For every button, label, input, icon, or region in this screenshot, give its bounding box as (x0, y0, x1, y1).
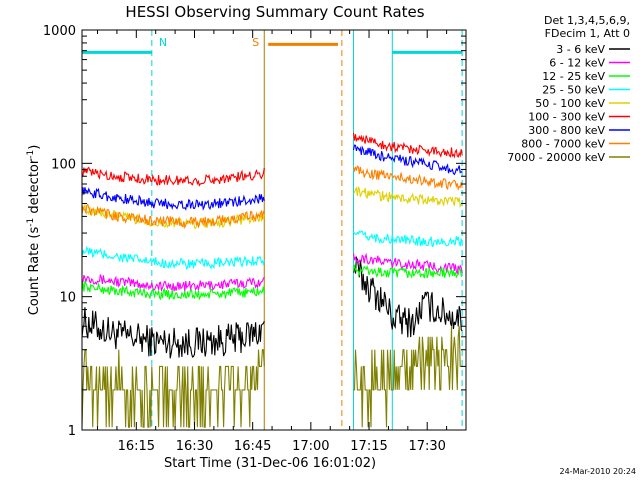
plot-frame (81, 29, 467, 431)
legend-entry-label: 12 - 25 keV (542, 70, 605, 83)
legend-entry-label: 25 - 50 keV (542, 84, 605, 97)
legend-header-line-1: Det 1,3,4,5,6,9, (544, 14, 630, 27)
timestamp: 24-Mar-2010 20:24 (560, 467, 637, 476)
series-trace (81, 203, 265, 230)
axes-layer: 16:15 16:30 16:45 17:00 17:15 17:30 1 10 100 1000 (43, 24, 467, 454)
legend-header-line-2: FDecim 1, Att 0 (545, 27, 630, 40)
series-trace (353, 230, 463, 248)
legend-entry-label: 7000 - 20000 keV (507, 151, 605, 164)
legend-entry-label: 300 - 800 keV (528, 124, 605, 137)
chart-title: HESSI Observing Summary Count Rates (125, 3, 424, 21)
x-tick-label: 16:45 (234, 439, 271, 454)
y-tick-label: 1 (68, 424, 76, 439)
legend-entry-label: 800 - 7000 keV (521, 138, 605, 151)
series-trace (353, 186, 463, 209)
x-tick-label: 17:00 (292, 439, 329, 454)
legend-entry-label: 6 - 12 keV (549, 57, 605, 70)
y-axis-label: Count Rate (s-1 detector-1) (26, 145, 42, 316)
series-trace (352, 144, 463, 176)
legend-entry-label: 100 - 300 keV (528, 111, 605, 124)
x-axis-label: Start Time (31-Dec-06 16:01:02) (164, 456, 376, 471)
x-tick-label: 16:30 (176, 439, 213, 454)
series-trace (81, 166, 265, 187)
series-trace (81, 349, 265, 428)
series-trace (81, 204, 265, 230)
y-tick-label: 100 (51, 157, 76, 172)
flag-label-n: N (159, 36, 167, 49)
series-trace (81, 307, 265, 359)
legend-entry-label: 50 - 100 keV (535, 97, 605, 110)
x-tick-label: 16:15 (118, 439, 155, 454)
series-trace (81, 245, 265, 271)
x-tick-label: 17:15 (350, 439, 387, 454)
series-trace (353, 326, 463, 428)
legend-entry-label: 3 - 6 keV (556, 43, 605, 56)
series-trace (81, 274, 265, 293)
y-tick-label: 1000 (43, 24, 76, 39)
y-tick-label: 10 (59, 291, 76, 306)
legend: Det 1,3,4,5,6,9, FDecim 1, Att 0 3 - 6 k… (507, 14, 630, 164)
series-trace (81, 187, 265, 211)
x-tick-label: 17:30 (408, 439, 445, 454)
series-trace (352, 264, 463, 279)
series-trace (81, 280, 265, 301)
series-trace (352, 165, 463, 191)
series-trace (352, 255, 463, 338)
series-trace (352, 132, 463, 159)
series-layer (81, 132, 463, 428)
series-trace (352, 252, 463, 274)
flag-label-s: S (252, 36, 259, 49)
